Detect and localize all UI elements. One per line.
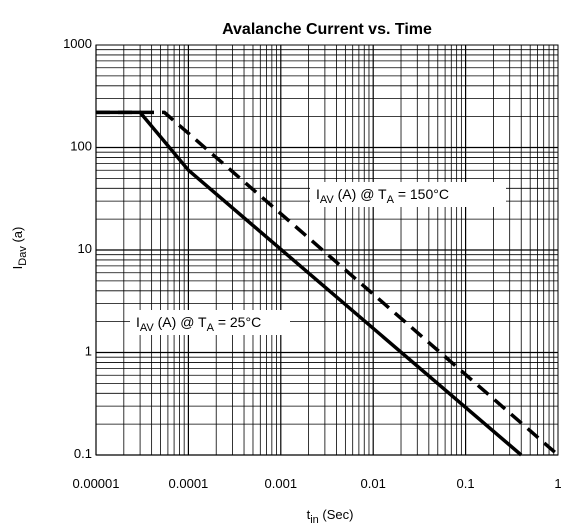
y-tick-label: 100 <box>70 139 92 154</box>
series-label-25c-bg <box>130 310 290 335</box>
x-tick-label: 1 <box>554 476 561 491</box>
x-axis-label: tin (Sec) <box>307 507 354 526</box>
series-label-150c-bg <box>310 182 506 207</box>
series-line-150c <box>96 110 560 457</box>
y-axis-label: IDav (a) <box>10 227 29 270</box>
y-tick-label: 1000 <box>63 36 92 51</box>
x-tick-label: 0.00001 <box>73 476 120 491</box>
x-tick-label: 0.0001 <box>169 476 209 491</box>
plot-frame <box>95 44 559 456</box>
y-tick-label: 10 <box>78 241 92 256</box>
chart-title: Avalanche Current vs. Time <box>222 21 432 38</box>
y-tick-label: 0.1 <box>74 446 92 461</box>
x-tick-label: 0.1 <box>457 476 475 491</box>
tick-labels: 0.00001 0.0001 0.001 0.01 0.1 1 0.1 1 10 100 1000 <box>63 36 562 491</box>
x-tick-label: 0.001 <box>265 476 298 491</box>
x-tick-label: 0.01 <box>361 476 386 491</box>
annotations: IAV (A) @ TA = 150°C IAV (A) @ TA = 25°C t… <box>10 182 506 526</box>
plot-series <box>96 110 560 457</box>
series-label-25c: IAV (A) @ TA = 25°C <box>136 314 261 334</box>
series-label-150c: IAV (A) @ TA = 150°C <box>316 186 449 206</box>
y-tick-label: 1 <box>85 344 92 359</box>
